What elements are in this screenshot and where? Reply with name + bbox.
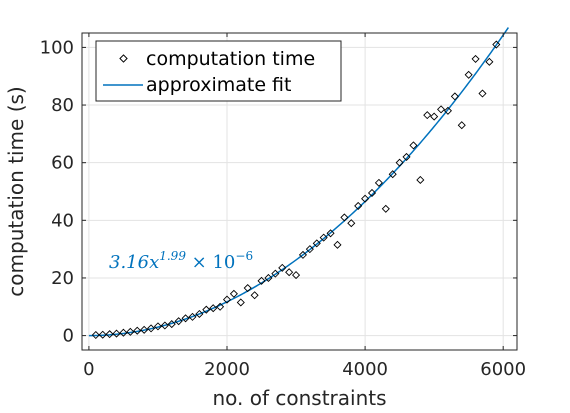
data-point xyxy=(485,57,494,66)
data-point xyxy=(243,284,252,293)
data-point xyxy=(361,194,370,203)
data-point xyxy=(181,314,190,323)
x-tick-label: 2000 xyxy=(204,359,250,380)
data-point xyxy=(409,141,418,150)
y-tick-label: 60 xyxy=(51,153,74,174)
data-point xyxy=(381,204,390,213)
data-point xyxy=(105,330,114,339)
axis-ticks: 0 2000 4000 6000 0 20 40 60 80 100 xyxy=(40,33,526,380)
data-point xyxy=(402,152,411,161)
data-point xyxy=(222,295,232,304)
data-point xyxy=(298,250,307,259)
data-point xyxy=(443,106,452,115)
data-point xyxy=(388,170,397,179)
data-point xyxy=(98,330,107,339)
y-tick-label: 80 xyxy=(51,95,74,116)
data-point xyxy=(133,326,142,335)
data-point xyxy=(264,273,273,282)
fit-times-ten: × 10 xyxy=(186,252,235,273)
data-point xyxy=(153,322,162,331)
data-point xyxy=(216,302,225,311)
data-point xyxy=(333,240,342,249)
y-tick-label: 40 xyxy=(51,210,74,231)
data-point xyxy=(319,233,328,242)
data-point xyxy=(312,239,321,248)
data-point xyxy=(430,112,439,121)
data-point xyxy=(229,289,238,298)
data-point xyxy=(492,40,501,49)
data-point xyxy=(250,291,259,300)
plot-frame xyxy=(81,32,518,351)
fit-equation-annotation: 3.16x1.99 × 10−6 xyxy=(109,249,253,273)
data-point xyxy=(423,111,432,120)
data-point xyxy=(167,320,176,329)
x-tick-label: 4000 xyxy=(342,359,388,380)
x-tick-label: 0 xyxy=(83,359,94,380)
legend-entry-approximate-fit: approximate fit xyxy=(146,74,291,96)
legend: computation time approximate fit xyxy=(95,40,342,102)
data-point xyxy=(174,317,183,326)
fit-coefficient: 3.16 xyxy=(109,252,149,273)
data-point xyxy=(347,219,356,228)
data-point xyxy=(395,158,404,167)
data-point xyxy=(374,178,383,187)
y-tick-label: 100 xyxy=(40,37,74,58)
data-point xyxy=(140,325,149,334)
fit-curve-layer xyxy=(88,27,509,337)
fit-exponent: 1.99 xyxy=(159,249,186,263)
data-point xyxy=(271,269,280,278)
data-point xyxy=(202,305,211,314)
data-point xyxy=(126,327,135,336)
data-point xyxy=(464,70,473,79)
data-point xyxy=(195,309,204,319)
data-point xyxy=(160,321,169,330)
fit-variable: x xyxy=(149,252,159,273)
data-point xyxy=(450,92,459,101)
data-point xyxy=(91,330,100,340)
fit-power: −6 xyxy=(235,249,253,263)
legend-marker-icon xyxy=(119,54,128,63)
x-axis-label: no. of constraints xyxy=(212,386,386,410)
data-point xyxy=(112,329,121,338)
data-point xyxy=(437,105,446,114)
y-tick-label: 0 xyxy=(63,326,74,347)
data-points-layer xyxy=(91,40,501,340)
data-point xyxy=(367,188,377,197)
data-point xyxy=(278,263,287,272)
y-tick-label: 20 xyxy=(51,268,74,289)
data-point xyxy=(457,121,466,130)
data-point xyxy=(257,276,266,285)
data-point xyxy=(209,304,218,313)
data-point xyxy=(119,328,128,337)
y-axis-label: computation time (s) xyxy=(4,86,28,296)
data-point xyxy=(188,312,197,321)
data-point xyxy=(285,268,294,277)
legend-entry-computation-time: computation time xyxy=(146,48,315,70)
data-point xyxy=(340,213,349,222)
data-point xyxy=(292,271,301,280)
data-point xyxy=(305,245,314,254)
fit-curve-line xyxy=(88,27,509,337)
x-tick-label: 6000 xyxy=(480,359,526,380)
data-point xyxy=(326,229,335,238)
data-point xyxy=(471,54,480,63)
legend-box xyxy=(95,40,342,102)
data-point xyxy=(478,89,487,98)
data-point xyxy=(354,201,363,210)
data-point xyxy=(236,298,245,307)
data-point xyxy=(416,175,425,185)
data-point xyxy=(147,324,156,333)
